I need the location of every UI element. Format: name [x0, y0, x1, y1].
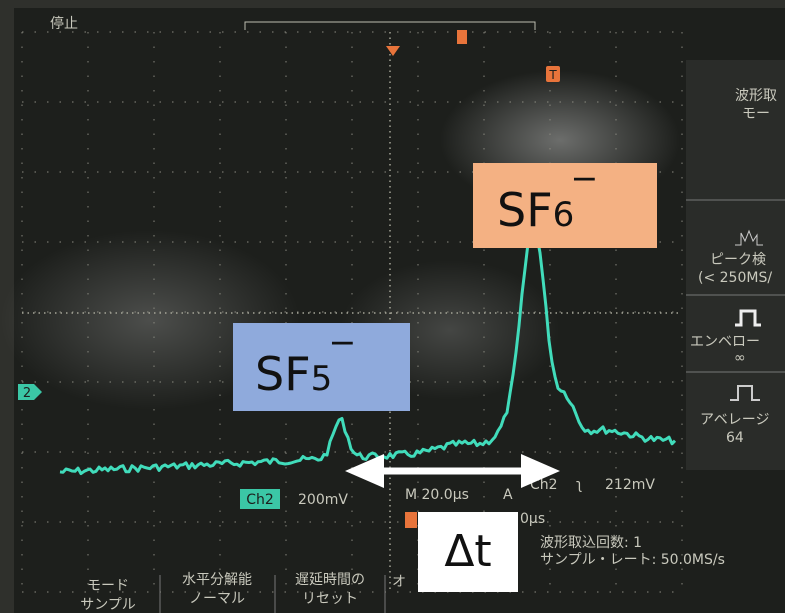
button-label[interactable]: 遅延時間の	[295, 572, 365, 588]
channel-badge	[240, 489, 280, 509]
trigger-level: 212mV	[605, 477, 655, 493]
sf5-label: SF5‾	[255, 336, 353, 401]
trigger-mode: A	[503, 487, 513, 503]
trigger-marker: T	[548, 68, 557, 82]
menu-item: ピーク検	[710, 252, 766, 268]
horizontal-position: 0µs	[520, 511, 545, 527]
menu-item: ∞	[734, 350, 746, 366]
formula: SF	[497, 183, 553, 237]
peak-icon	[735, 229, 763, 246]
trigger-marker-box	[546, 66, 560, 82]
delta-arrow	[345, 454, 560, 488]
formula-charge: ‾	[331, 336, 353, 382]
button-label[interactable]: 水平分解能	[182, 572, 252, 588]
sf6-box	[473, 163, 657, 248]
volts-div: 200mV	[298, 492, 348, 508]
button-label[interactable]: モード	[87, 578, 129, 594]
record-bar	[244, 21, 536, 30]
channel-marker-box	[18, 384, 42, 400]
button-label[interactable]: サンプル	[80, 597, 136, 613]
waveform	[59, 223, 677, 476]
average-icon	[730, 385, 760, 401]
channel-marker: 2	[23, 386, 31, 401]
menu-item: アベレージ	[700, 412, 769, 428]
sf5-box	[233, 323, 410, 411]
trigger-slope: ʅ	[576, 477, 582, 493]
channel-label: Ch2	[246, 492, 274, 508]
button-label[interactable]: リセット	[302, 591, 358, 607]
arrow-head	[345, 454, 384, 488]
menu-title: 波形取	[735, 88, 777, 104]
delta-label: Δt	[444, 526, 491, 577]
side-menu: 波形取 モー ピーク検 (< 250MS/ エンベロー ∞ アベレージ 64	[686, 60, 785, 470]
menu-title: モー	[742, 106, 770, 122]
envelope-icon	[735, 309, 761, 327]
button-label[interactable]: オ	[392, 574, 406, 590]
bottom-buttons: モード サンプル 水平分解能 ノーマル 遅延時間の リセット オ	[80, 572, 406, 613]
menu-item: (< 250MS/	[698, 270, 772, 286]
time-div: M 20.0µs	[405, 487, 469, 503]
glare	[0, 230, 300, 410]
menu-panel	[686, 60, 785, 470]
trigger-position	[386, 46, 400, 56]
status: 停止	[50, 15, 78, 32]
position-marker	[405, 512, 417, 528]
formula-charge: ‾	[573, 172, 595, 218]
sample-rate: サンプル・レート: 50.0MS/s	[540, 552, 725, 568]
formula: SF	[255, 347, 311, 401]
record-marker	[457, 30, 467, 44]
menu-item: 64	[726, 430, 744, 446]
menu-item: エンベロー	[690, 334, 760, 350]
button-label[interactable]: ノーマル	[189, 591, 245, 607]
formula-index: 6	[553, 195, 575, 235]
formula-index: 5	[311, 359, 333, 399]
delta-box	[418, 512, 518, 592]
acquisition-count: 波形取込回数: 1	[540, 535, 642, 551]
sf6-label: SF6‾	[497, 172, 595, 237]
arrow-head	[521, 454, 560, 488]
